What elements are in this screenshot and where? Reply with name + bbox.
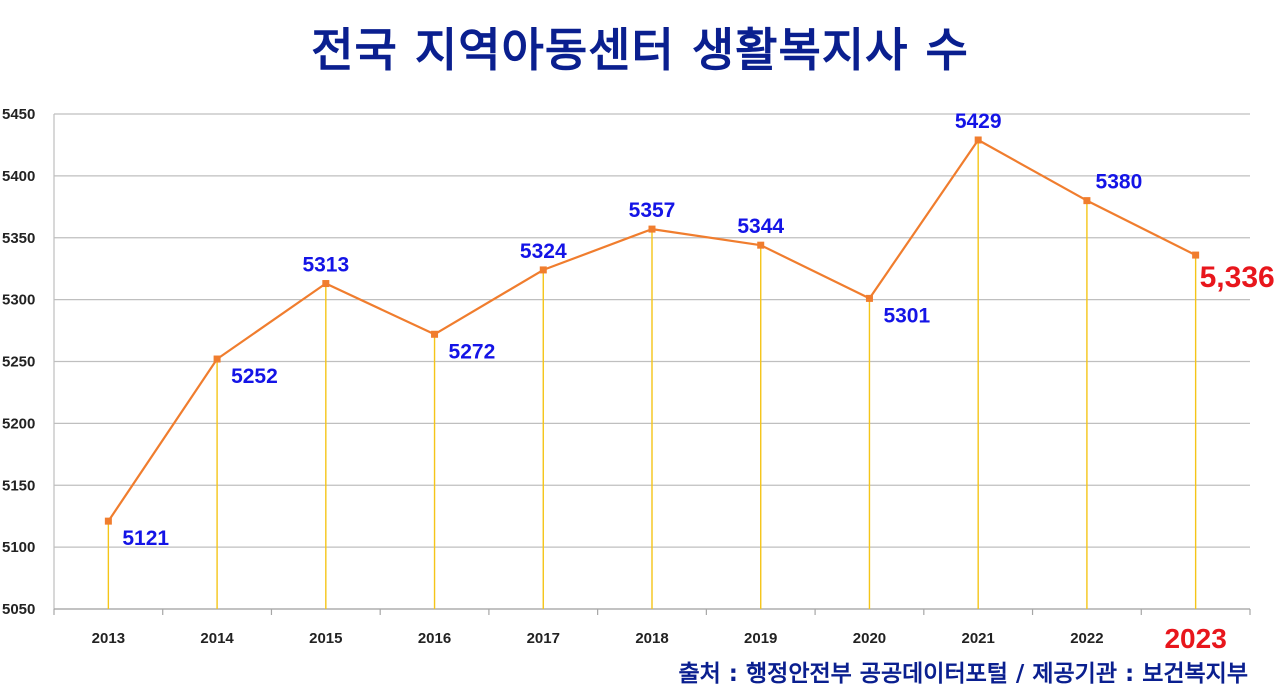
data-label-2017: 5324 — [520, 240, 567, 263]
data-point-2022 — [1083, 197, 1091, 205]
x-tick-label-2013: 2013 — [92, 630, 125, 647]
data-label-2020: 5301 — [883, 304, 930, 327]
data-point-2013 — [104, 517, 112, 525]
x-tick-label-2014: 2014 — [200, 630, 234, 647]
data-label-2023: 5,336 — [1200, 261, 1275, 294]
y-tick-label: 5350 — [2, 230, 35, 247]
data-label-2021: 5429 — [955, 110, 1002, 133]
y-tick-label: 5400 — [2, 168, 35, 185]
x-tick-label-2023: 2023 — [1164, 623, 1226, 654]
chart-title: 전국 지역아동센터 생활복지사 수 — [311, 23, 969, 77]
data-point-2019 — [757, 241, 765, 249]
data-label-2016: 5272 — [449, 340, 496, 363]
y-tick-label: 5050 — [2, 601, 35, 618]
data-point-2015 — [322, 280, 330, 288]
y-tick-label: 5300 — [2, 292, 35, 309]
data-label-2013: 5121 — [122, 527, 169, 550]
y-tick-label: 5100 — [2, 539, 35, 556]
y-tick-label: 5150 — [2, 477, 35, 494]
data-point-2020 — [865, 294, 873, 302]
data-point-2018 — [648, 225, 656, 233]
x-tick-label-2018: 2018 — [635, 630, 668, 647]
x-tick-label-2019: 2019 — [744, 630, 777, 647]
x-tick-label-2017: 2017 — [527, 630, 560, 647]
y-tick-label: 5450 — [2, 106, 35, 123]
data-point-2016 — [431, 330, 439, 338]
data-label-2019: 5344 — [737, 215, 784, 238]
source-note: 출처 : 행정안전부 공공데이터포털 / 제공기관 : 보건복지부 — [678, 661, 1248, 687]
data-label-2015: 5313 — [302, 254, 349, 277]
data-point-2014 — [213, 355, 221, 363]
x-tick-label-2020: 2020 — [853, 630, 886, 647]
x-tick-label-2021: 2021 — [961, 630, 994, 647]
y-tick-label: 5250 — [2, 354, 35, 371]
data-label-2018: 5357 — [629, 199, 676, 222]
y-tick-label: 5200 — [2, 415, 35, 432]
x-tick-label-2022: 2022 — [1070, 630, 1103, 647]
data-point-2023 — [1192, 251, 1200, 259]
data-label-2014: 5252 — [231, 365, 278, 388]
data-point-2017 — [539, 266, 547, 274]
x-tick-label-2016: 2016 — [418, 630, 451, 647]
data-label-2022: 5380 — [1096, 171, 1143, 194]
data-point-2021 — [974, 136, 982, 144]
x-tick-label-2015: 2015 — [309, 630, 342, 647]
